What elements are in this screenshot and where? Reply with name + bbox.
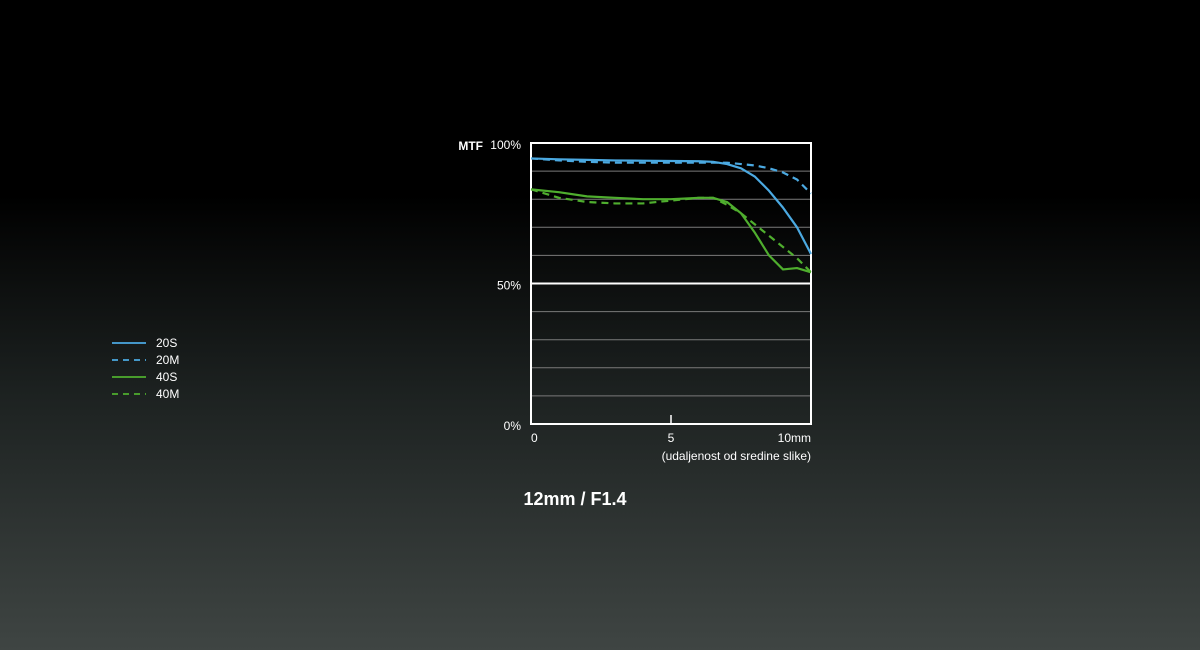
x-tick-label: 5 xyxy=(668,431,675,445)
series-line xyxy=(530,188,812,274)
x-tick-label: 0 xyxy=(531,431,538,445)
legend-label: 20M xyxy=(156,353,179,367)
y-axis-label: MTF xyxy=(458,139,483,153)
x-tick-label: 10mm xyxy=(778,431,811,445)
series-line xyxy=(530,157,812,195)
y-tick-label: 100% xyxy=(490,138,521,152)
legend-label: 40S xyxy=(156,370,177,384)
series-line xyxy=(530,157,812,255)
legend-label: 40M xyxy=(156,387,179,401)
y-tick-label: 0% xyxy=(504,419,522,433)
y-tick-label: 50% xyxy=(497,279,521,293)
chart-title: 12mm / F1.4 xyxy=(523,489,626,509)
plot-frame xyxy=(530,142,812,425)
legend-label: 20S xyxy=(156,336,177,350)
x-axis-label: (udaljenost od sredine slike) xyxy=(662,449,811,463)
series-line xyxy=(530,188,812,274)
